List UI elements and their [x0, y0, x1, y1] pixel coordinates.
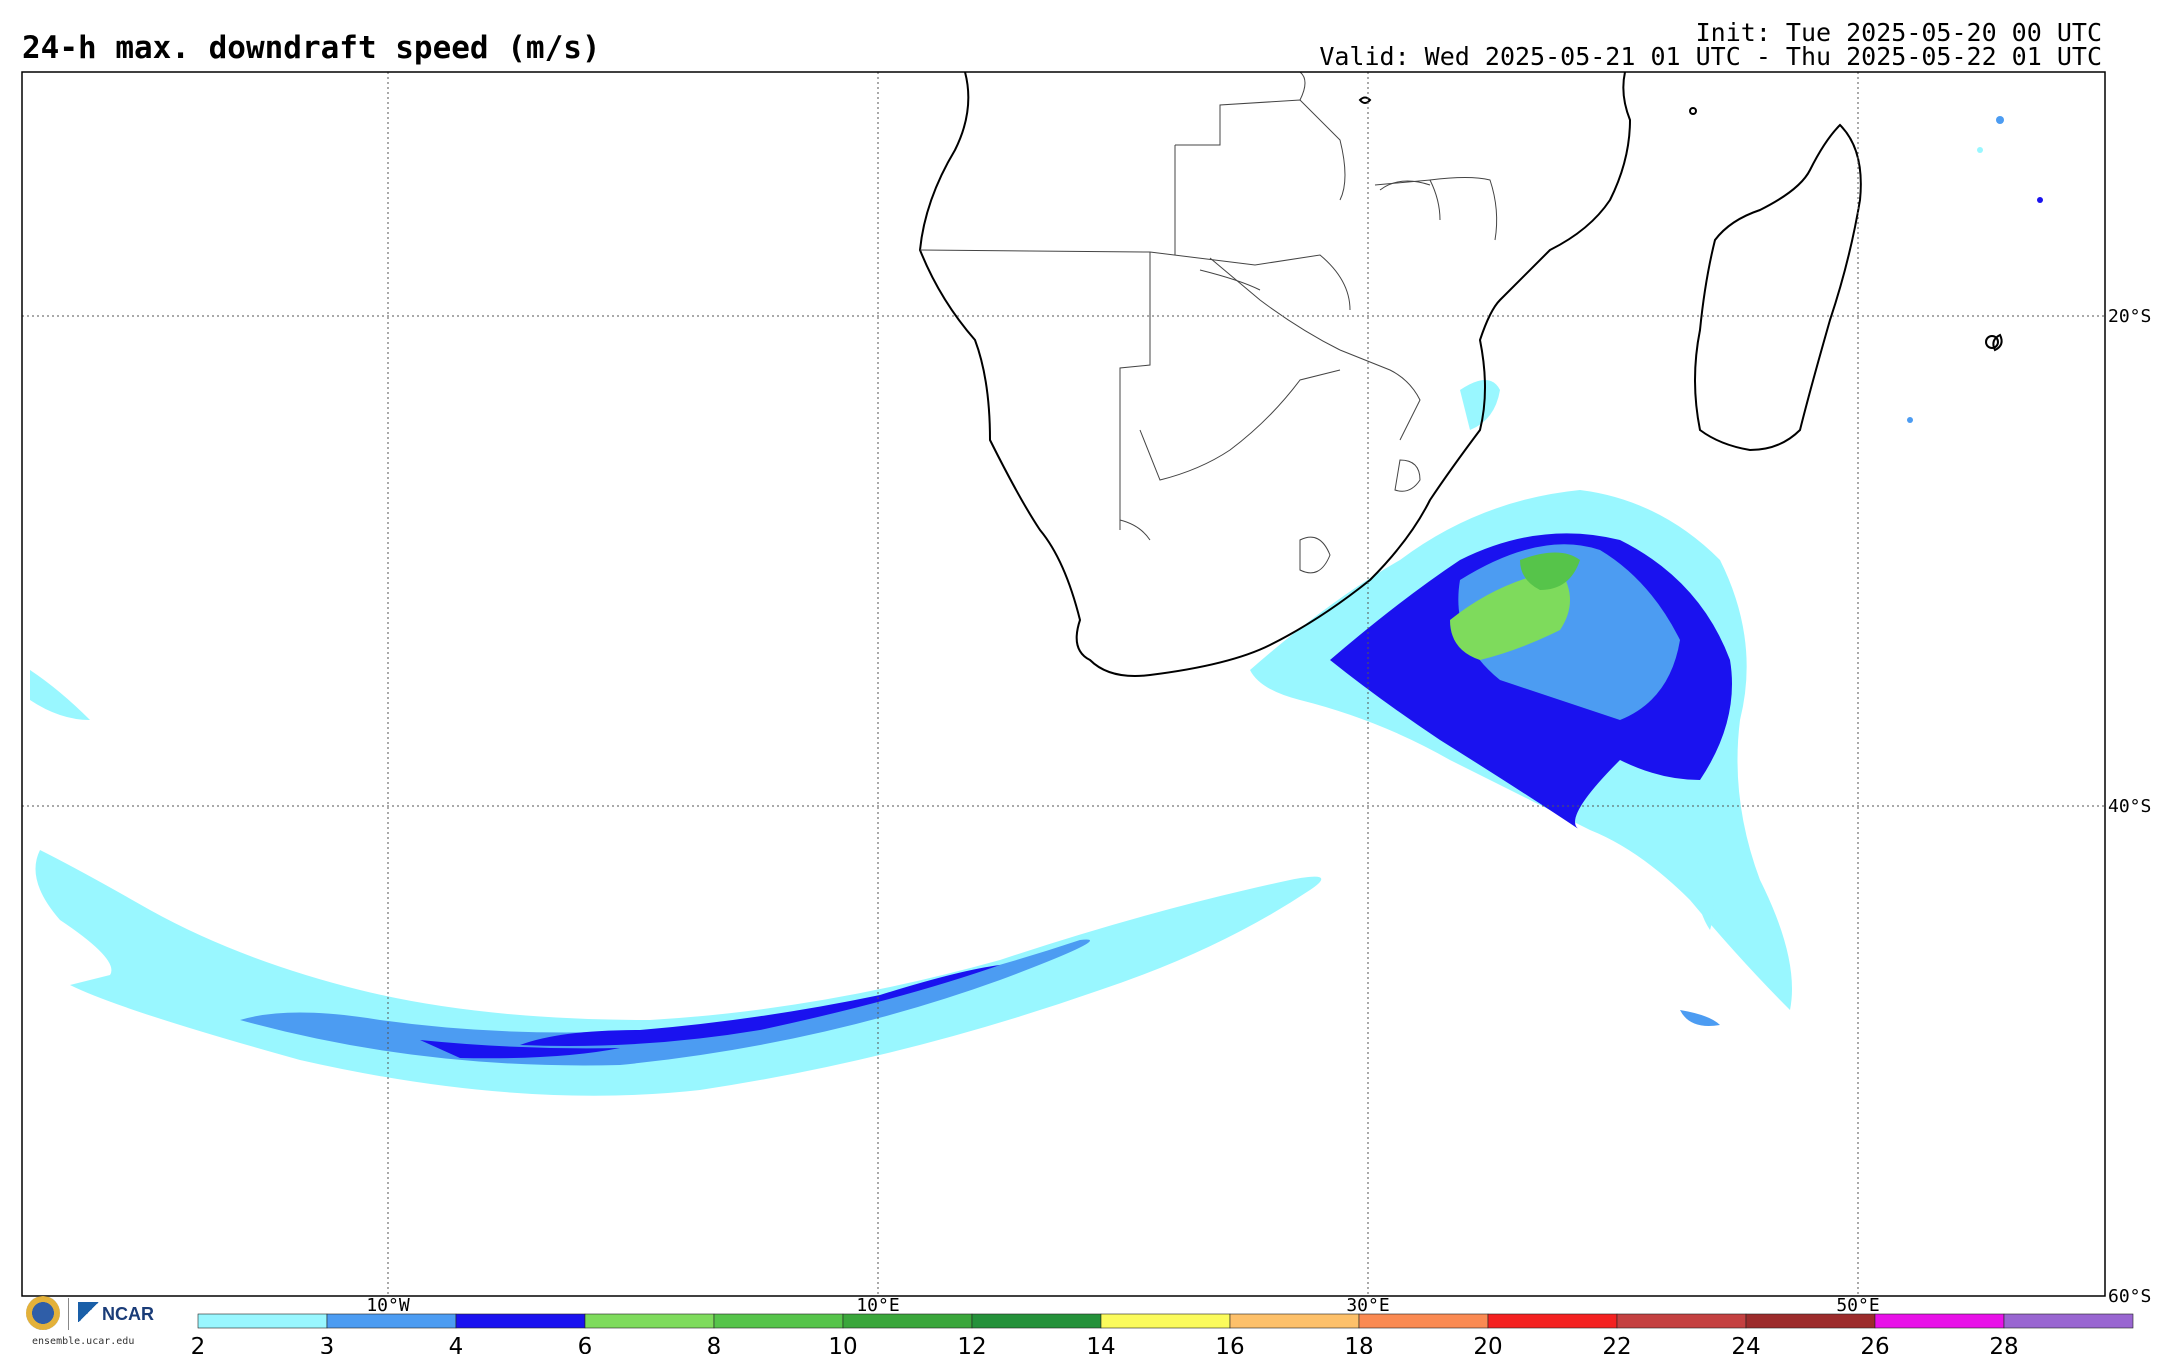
ncar-mark-icon [78, 1302, 100, 1322]
colorbar-label: 22 [1602, 1334, 1631, 1354]
colorbar-label: 24 [1731, 1334, 1760, 1354]
colorbar-swatch [1229, 1313, 1360, 1329]
colorbar-swatch [713, 1313, 844, 1329]
colorbar-swatch [1358, 1313, 1489, 1329]
lat-label-20s: 20°S [2108, 306, 2151, 327]
nsf-seal-icon [26, 1296, 60, 1330]
colorbar-label: 6 [578, 1334, 593, 1354]
colorbar-label: 12 [957, 1334, 986, 1354]
colorbar-label: 4 [449, 1334, 464, 1354]
colorbar-label: 8 [707, 1334, 722, 1354]
lat-tick-labels: 20°S 40°S 60°S [2108, 306, 2151, 1307]
colorbar: 2 3 4 6 8 10 12 14 16 18 20 22 24 26 28 [191, 1313, 2134, 1354]
map-frame [21, 71, 2106, 1297]
valid-time-range: Valid: Wed 2025-05-21 01 UTC - Thu 2025-… [1319, 42, 2102, 71]
lon-label-30e: 30°E [1346, 1295, 1389, 1316]
colorbar-swatch [455, 1313, 586, 1329]
colorbar-swatch [197, 1313, 328, 1329]
lon-tick-labels: 10°W 10°E 30°E 50°E [366, 1295, 1879, 1316]
colorbar-label: 2 [191, 1334, 206, 1354]
lat-label-40s: 40°S [2108, 796, 2151, 817]
lon-label-10e: 10°E [856, 1295, 899, 1316]
colorbar-swatch [2003, 1313, 2134, 1329]
colorbar-swatch [584, 1313, 715, 1329]
colorbar-swatch [842, 1313, 973, 1329]
colorbar-swatch [1487, 1313, 1618, 1329]
colorbar-label: 16 [1215, 1334, 1244, 1354]
country-borders [919, 72, 1498, 574]
colorbar-label: 14 [1086, 1334, 1115, 1354]
lon-label-10w: 10°W [366, 1295, 410, 1316]
colorbar-label: 20 [1473, 1334, 1502, 1354]
graticule [22, 72, 2105, 1296]
lon-label-50e: 50°E [1836, 1295, 1879, 1316]
colorbar-label: 3 [320, 1334, 335, 1354]
colorbar-swatch [326, 1313, 457, 1329]
colorbar-label: 18 [1344, 1334, 1373, 1354]
ncar-logo: NCAR ensemble.ucar.edu [22, 1296, 162, 1352]
lat-label-60s: 60°S [2108, 1286, 2151, 1307]
map-title: 24-h max. downdraft speed (m/s) [22, 30, 601, 66]
coastlines [918, 72, 2003, 677]
colorbar-label: 10 [828, 1334, 857, 1354]
colorbar-swatch [1874, 1313, 2005, 1329]
colorbar-label: 26 [1860, 1334, 1889, 1354]
downdraft-field [30, 116, 2043, 1096]
colorbar-label: 28 [1989, 1334, 2018, 1354]
ncar-wordmark: NCAR [102, 1304, 154, 1324]
colorbar-swatch [1100, 1313, 1231, 1329]
logo-url: ensemble.ucar.edu [32, 1336, 135, 1347]
init-time: Init: Tue 2025-05-20 00 UTC [1695, 18, 2102, 47]
colorbar-swatch [1745, 1313, 1876, 1329]
colorbar-swatch [971, 1313, 1102, 1329]
colorbar-swatch [1616, 1313, 1747, 1329]
logo-divider [68, 1298, 69, 1330]
